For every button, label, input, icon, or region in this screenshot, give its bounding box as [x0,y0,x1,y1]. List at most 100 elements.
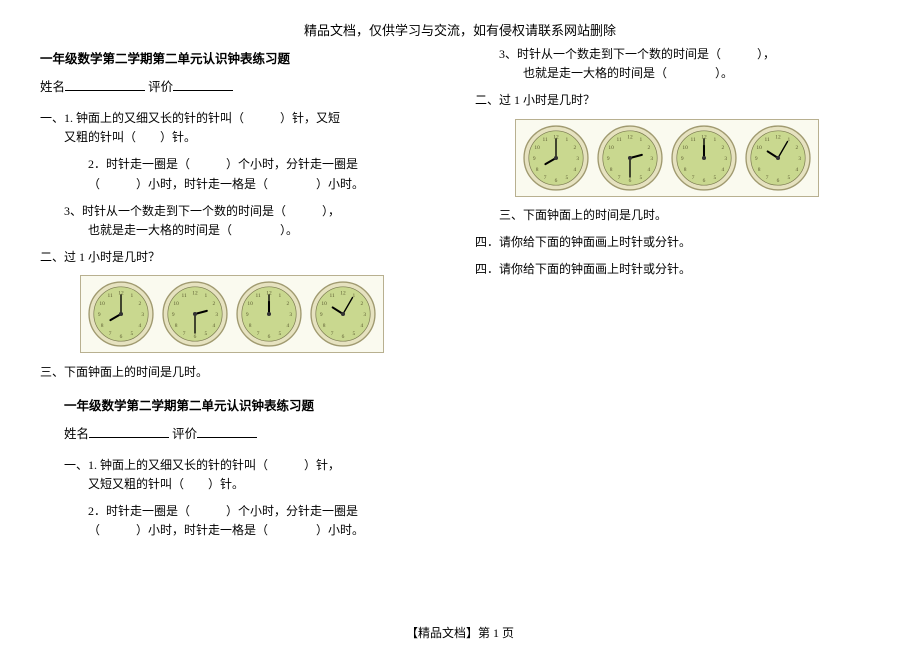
svg-text:2: 2 [286,301,289,307]
svg-text:4: 4 [360,323,363,329]
sec3r-title: 三、下面钟面上的时间是几时。 [475,206,880,225]
svg-text:1: 1 [131,294,134,300]
svg-text:1: 1 [566,137,569,143]
svg-text:1: 1 [640,137,643,143]
svg-text:6: 6 [268,334,271,340]
q3r-line2: 也就是走一大格的时间是（ ）。 [499,64,880,83]
right-column: 3、时针从一个数走到下一个数的时间是（ ）， 也就是走一大格的时间是（ ）。 二… [475,45,880,618]
sec4r-title-b: 四．请你给下面的钟面画上时针或分针。 [475,260,880,279]
q1b: 一、1. 钟面上的又细又长的针的针叫（ ）针， 又短又粗的针叫（ ）针。 [40,456,445,494]
svg-text:7: 7 [257,331,260,337]
svg-text:7: 7 [109,331,112,337]
q3-line2: 也就是走一大格的时间是（ ）。 [64,221,445,240]
svg-text:6: 6 [342,334,345,340]
svg-text:11: 11 [616,137,622,143]
svg-text:2: 2 [647,145,650,151]
name-blank[interactable] [65,78,145,92]
page-header: 精品文档，仅供学习与交流，如有侵权请联系网站删除 [40,20,880,39]
svg-text:8: 8 [323,323,326,329]
svg-text:7: 7 [618,174,621,180]
svg-text:11: 11 [329,294,335,300]
worksheet-title: 一年级数学第二学期第二单元认识钟表练习题 [40,49,445,69]
svg-text:4: 4 [647,166,650,172]
svg-text:3: 3 [576,156,579,162]
name-rating-line-2: 姓名 评价 [40,424,445,444]
svg-text:8: 8 [101,323,104,329]
svg-text:5: 5 [788,174,791,180]
svg-text:10: 10 [608,145,614,151]
svg-text:2: 2 [573,145,576,151]
sec2r-title: 二、过 1 小时是几时？ [475,91,880,110]
svg-text:12: 12 [340,291,346,297]
q2-line1: 2．时针走一圈是（ ）个小时，分针走一圈是 [88,155,445,174]
svg-text:3: 3 [724,156,727,162]
svg-text:10: 10 [99,301,105,307]
sec4r-title-a: 四．请你给下面的钟面画上时针或分针。 [475,233,880,252]
name-label: 姓名 [40,80,65,94]
name-label-2: 姓名 [64,427,89,441]
clock-icon: 123456789101112 [670,124,738,192]
clock-icon: 123456789101112 [87,280,155,348]
page-footer: 【精品文档】第 1 页 [40,618,880,641]
svg-text:1: 1 [279,294,282,300]
svg-text:4: 4 [286,323,289,329]
q1-line1: 一、1. 钟面上的又细又长的针的针叫（ ）针，又短 [40,109,445,128]
svg-text:3: 3 [215,312,218,318]
clock-icon: 123456789101112 [309,280,377,348]
svg-text:9: 9 [172,312,175,318]
svg-text:6: 6 [555,177,558,183]
svg-text:12: 12 [192,291,198,297]
svg-text:11: 11 [764,137,770,143]
q2-line2: （ ）小时，时针走一格是（ ）小时。 [88,175,445,194]
q3-line1: 3、时针从一个数走到下一个数的时间是（ ）， [64,202,445,221]
svg-text:4: 4 [721,166,724,172]
svg-text:9: 9 [246,312,249,318]
svg-text:1: 1 [714,137,717,143]
svg-text:5: 5 [640,174,643,180]
left-column: 一年级数学第二学期第二单元认识钟表练习题 姓名 评价 一、1. 钟面上的又细又长… [40,45,445,618]
q2b: 2．时针走一圈是（ ）个小时，分针走一圈是 （ ）小时，时针走一格是（ ）小时。 [40,502,445,540]
svg-text:5: 5 [353,331,356,337]
svg-text:3: 3 [363,312,366,318]
svg-text:6: 6 [629,177,632,183]
name-blank-2[interactable] [89,424,169,438]
svg-text:8: 8 [175,323,178,329]
q1b-line2: 又短又粗的针叫（ ）针。 [64,475,445,494]
svg-text:10: 10 [534,145,540,151]
q3r: 3、时针从一个数走到下一个数的时间是（ ）， 也就是走一大格的时间是（ ）。 [475,45,880,83]
rating-label: 评价 [148,80,173,94]
svg-text:8: 8 [758,166,761,172]
svg-text:3: 3 [798,156,801,162]
rating-blank-2[interactable] [197,424,257,438]
svg-text:2: 2 [138,301,141,307]
rating-blank[interactable] [173,78,233,92]
name-rating-line: 姓名 评价 [40,77,445,97]
svg-text:6: 6 [194,334,197,340]
svg-text:1: 1 [788,137,791,143]
svg-text:10: 10 [756,145,762,151]
svg-text:5: 5 [714,174,717,180]
svg-text:12: 12 [775,134,781,140]
clock-icon: 123456789101112 [744,124,812,192]
svg-text:11: 11 [181,294,187,300]
clock-icon: 123456789101112 [522,124,590,192]
svg-text:12: 12 [627,134,633,140]
svg-text:5: 5 [131,331,134,337]
q1: 一、1. 钟面上的又细又长的针的针叫（ ）针，又短 又粗的针叫（ ）针。 [40,109,445,147]
svg-text:4: 4 [795,166,798,172]
svg-text:4: 4 [212,323,215,329]
svg-text:1: 1 [205,294,208,300]
sec2-title: 二、过 1 小时是几时？ [40,248,445,267]
svg-text:5: 5 [205,331,208,337]
sec3-title: 三、下面钟面上的时间是几时。 [40,363,445,382]
svg-text:2: 2 [795,145,798,151]
svg-text:11: 11 [107,294,113,300]
svg-text:11: 11 [690,137,696,143]
svg-text:3: 3 [141,312,144,318]
svg-text:2: 2 [360,301,363,307]
q2: 2．时针走一圈是（ ）个小时，分针走一圈是 （ ）小时，时针走一格是（ ）小时。 [40,155,445,193]
svg-text:6: 6 [120,334,123,340]
clock-icon: 123456789101112 [596,124,664,192]
svg-text:11: 11 [255,294,261,300]
svg-text:10: 10 [321,301,327,307]
